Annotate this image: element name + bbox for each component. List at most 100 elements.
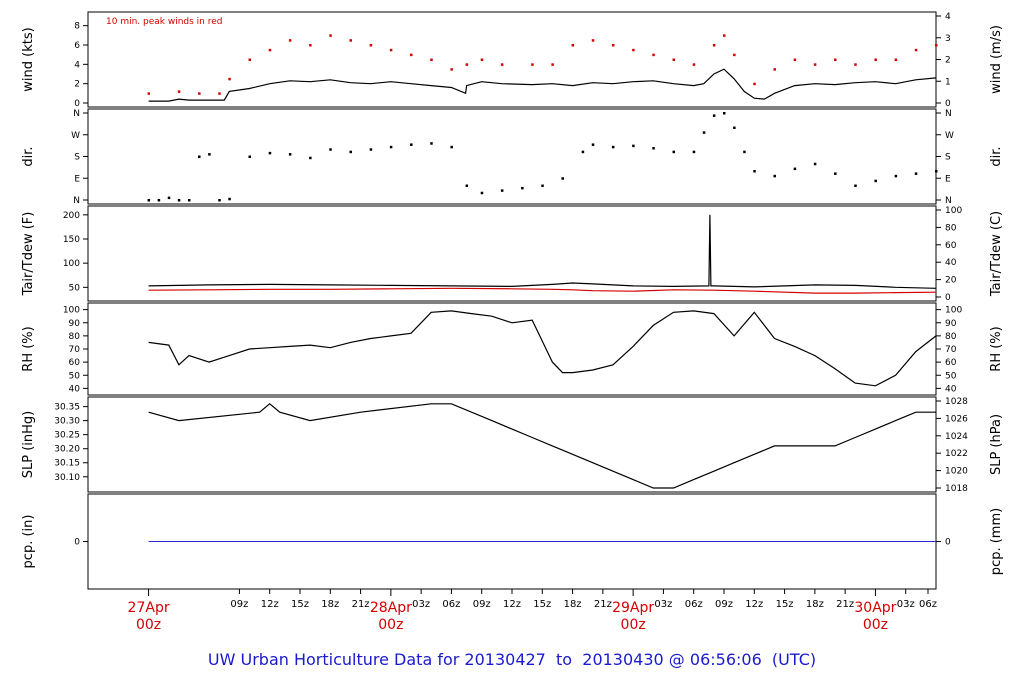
ylabel-right-rh: RH (%) xyxy=(989,326,1004,371)
dir-point xyxy=(349,150,352,154)
dir-point xyxy=(854,184,857,187)
ytick-right-label: 20 xyxy=(945,276,957,286)
panel-frame-rh xyxy=(87,302,937,396)
wind-point xyxy=(450,68,453,71)
xtick-label: 12z xyxy=(503,599,521,610)
dir-point xyxy=(329,148,332,151)
xtick-label: 09z xyxy=(715,599,733,610)
wind-point xyxy=(389,48,393,52)
wind-point xyxy=(723,34,726,37)
ylabel-right-temp: Tair/Tdew (C) xyxy=(989,211,1004,297)
dir-point xyxy=(834,172,837,175)
dir-point xyxy=(480,191,484,195)
wind-point xyxy=(369,44,373,47)
ytick-right-label: 40 xyxy=(945,258,957,268)
ylabel-left-rh: RH (%) xyxy=(21,326,36,371)
ytick-left-label: 4 xyxy=(74,60,80,70)
dir-point xyxy=(248,155,252,158)
dir-point xyxy=(187,199,191,202)
dir-point xyxy=(743,150,746,154)
wind-point xyxy=(874,58,877,61)
title-end-date: 20130430 xyxy=(582,650,664,669)
dir-point xyxy=(692,150,696,154)
wind-point xyxy=(500,63,504,66)
wind-point xyxy=(571,44,575,47)
dir-point xyxy=(465,184,469,187)
ylabel-left-temp: Tair/Tdew (F) xyxy=(21,212,36,297)
wind-point xyxy=(228,77,231,81)
temp-series-line-1 xyxy=(148,287,937,294)
date-hour-label: 00z xyxy=(378,617,403,633)
ylabel-right-wind: wind (m/s) xyxy=(989,25,1004,94)
date-label: 29Apr xyxy=(612,600,654,616)
date-label: 28Apr xyxy=(370,600,412,616)
xtick-label: 15z xyxy=(776,599,794,610)
wind-point xyxy=(410,53,413,57)
title-time: @ 06:56:06 xyxy=(668,650,762,669)
ytick-right-label: 40 xyxy=(945,384,957,394)
wind-point xyxy=(248,58,252,61)
dir-point xyxy=(228,197,231,201)
ytick-right-label: 80 xyxy=(945,223,957,233)
xtick-label: 18z xyxy=(564,599,582,610)
xtick-label: 21z xyxy=(352,599,370,610)
ytick-left-label: 90 xyxy=(69,319,81,329)
ytick-right-label: N xyxy=(945,196,952,206)
ytick-left-label: N xyxy=(73,109,80,119)
dir-point xyxy=(389,145,393,149)
ylabel-left-pcp: pcp. (in) xyxy=(21,515,36,569)
ytick-left-label: 150 xyxy=(63,235,80,245)
date-label: 30Apr xyxy=(854,600,896,616)
dir-point xyxy=(753,170,756,173)
wind-point xyxy=(198,92,201,95)
xtick-label: 21z xyxy=(836,599,854,610)
ytick-left-label: 2 xyxy=(74,80,80,90)
wind-series-line-0 xyxy=(148,68,937,102)
wind-point xyxy=(218,92,221,95)
panel-frame-dir xyxy=(87,108,937,205)
wind-point xyxy=(672,58,676,61)
xtick-label: 03z xyxy=(412,599,430,610)
ytick-right-label: 1026 xyxy=(945,414,968,424)
xtick-label: 06z xyxy=(442,599,460,610)
ytick-left-label: 50 xyxy=(69,371,81,381)
ytick-left-label: 70 xyxy=(69,345,81,355)
wind-point xyxy=(147,92,151,95)
dir-point xyxy=(611,145,615,149)
ytick-left-label: 0 xyxy=(74,538,80,548)
wind-point xyxy=(854,63,857,66)
wind-point xyxy=(894,58,898,61)
dir-point xyxy=(177,199,181,202)
ytick-left-label: W xyxy=(71,131,80,141)
wind-point xyxy=(793,58,797,61)
dir-point xyxy=(430,142,433,145)
xtick-label: 15z xyxy=(533,599,551,610)
wind-point xyxy=(753,82,756,86)
ytick-left-label: 100 xyxy=(63,306,80,316)
panel-frame-temp xyxy=(87,205,937,302)
dir-point xyxy=(591,143,595,146)
dir-point xyxy=(167,196,171,200)
wind-point xyxy=(692,63,696,66)
date-label: 27Apr xyxy=(128,600,170,616)
ytick-left-label: S xyxy=(74,153,80,163)
dir-point xyxy=(581,150,585,154)
ytick-right-label: 1018 xyxy=(945,484,968,494)
dir-point xyxy=(288,153,292,156)
wind-point xyxy=(531,63,534,66)
dir-point xyxy=(208,153,211,156)
dir-point xyxy=(268,151,272,155)
xtick-label: 09z xyxy=(473,599,491,610)
ytick-left-label: 30.20 xyxy=(54,445,80,455)
wind-point xyxy=(480,58,484,61)
wind-point xyxy=(268,48,272,52)
dir-point xyxy=(500,189,504,192)
wind-point xyxy=(935,44,938,47)
wind-point xyxy=(914,48,918,52)
ytick-right-label: 3 xyxy=(945,34,951,44)
slp-series-line-0 xyxy=(148,403,936,489)
date-hour-label: 00z xyxy=(136,617,161,633)
ylabel-left-slp: SLP (inHg) xyxy=(21,411,36,479)
xtick-label: 12z xyxy=(745,599,763,610)
ytick-right-label: N xyxy=(945,109,952,119)
